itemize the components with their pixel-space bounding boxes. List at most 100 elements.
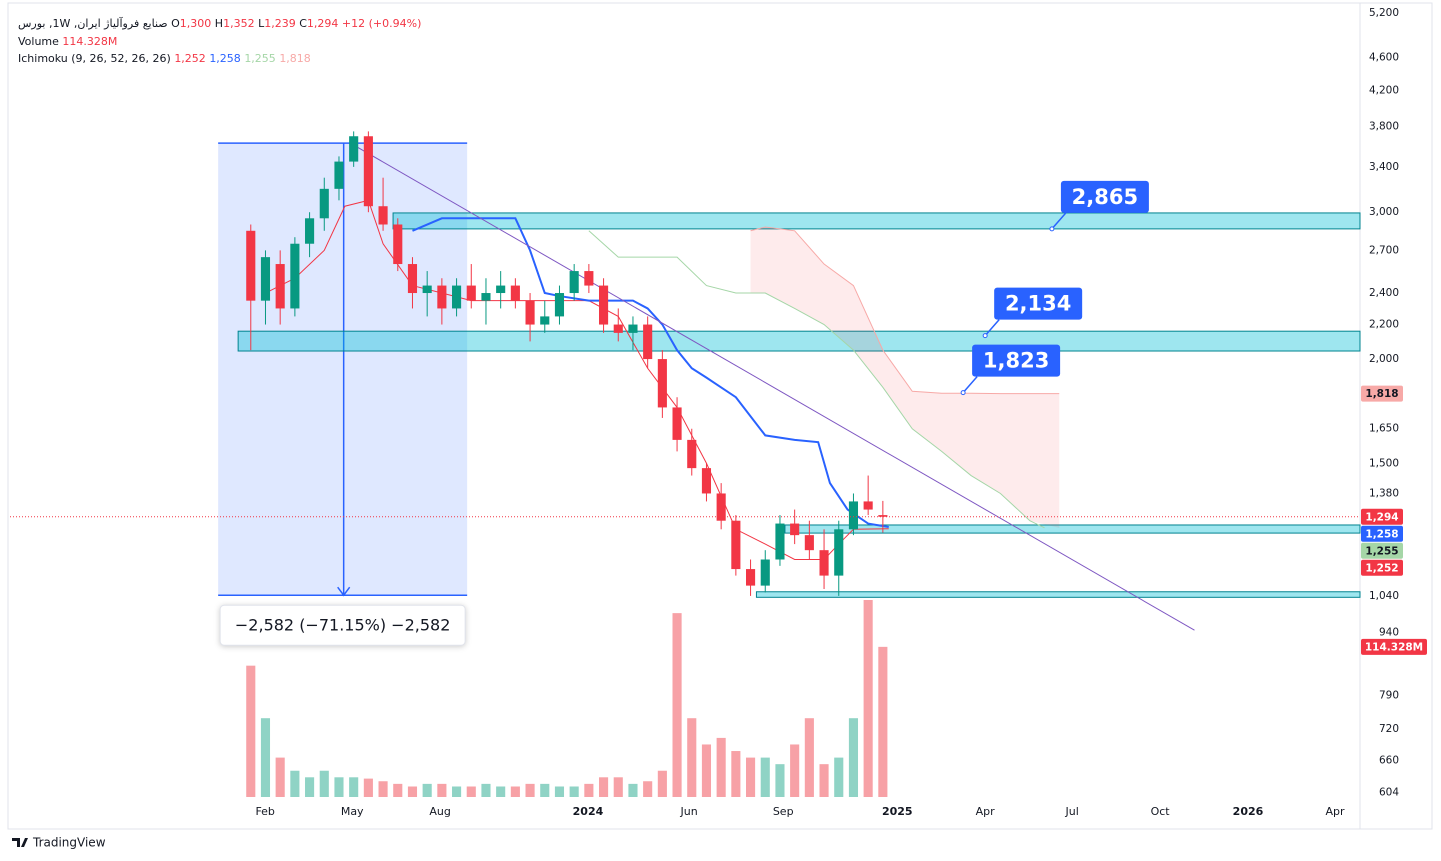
y-tick-label: 2,400 xyxy=(1369,287,1399,299)
legend-row: Ichimoku (9, 26, 52, 26, 26) 1,252 1,258… xyxy=(18,50,421,68)
callout-box xyxy=(972,344,1061,377)
volume-bar xyxy=(260,718,271,797)
price-badge xyxy=(1361,525,1403,542)
callout-box xyxy=(1060,180,1149,213)
candle-body xyxy=(275,264,285,309)
y-tick-label: 4,200 xyxy=(1369,84,1399,96)
volume-bar xyxy=(422,783,432,797)
trendline xyxy=(351,143,1195,631)
candle-body xyxy=(349,136,359,162)
callout-pointer xyxy=(962,376,978,394)
x-tick-label: Oct xyxy=(1151,805,1171,818)
price-badge xyxy=(1361,508,1403,525)
candle-body xyxy=(496,285,506,294)
volume-bar xyxy=(760,757,770,797)
candle-body xyxy=(613,324,623,333)
y-tick-label: 4,600 xyxy=(1369,51,1399,63)
y-tick-label: 720 xyxy=(1379,723,1399,735)
volume-bar xyxy=(305,777,315,797)
indicator-line xyxy=(588,230,1045,529)
candle-body xyxy=(687,439,697,469)
ohlc-key: L xyxy=(258,17,265,30)
indicator-line xyxy=(412,217,889,528)
x-tick-label: Apr xyxy=(976,805,996,818)
y-tick-label: 940 xyxy=(1379,627,1399,639)
zone xyxy=(237,330,1361,352)
candle-body xyxy=(746,569,756,586)
candle-body xyxy=(378,206,388,225)
callout-label: 2,865 xyxy=(1072,185,1138,209)
volume-bar xyxy=(790,744,800,797)
candle-body xyxy=(466,285,476,301)
volume-bar xyxy=(643,781,653,797)
callout-anchor xyxy=(1049,226,1055,232)
logo-icon xyxy=(12,838,28,847)
candle-body xyxy=(437,285,447,309)
volume-bar xyxy=(246,665,256,797)
candle-body xyxy=(848,501,859,530)
volume-bar xyxy=(599,777,609,797)
y-tick-label: 2,000 xyxy=(1369,353,1399,365)
measure-label-box xyxy=(219,604,466,646)
zone xyxy=(392,212,1361,230)
volume-bar xyxy=(657,770,667,797)
zone xyxy=(784,524,1361,534)
symbol-title: صنایع فروآلیاژ ایران, 1W, بورس xyxy=(18,17,168,30)
candle-body xyxy=(834,529,844,576)
x-tick-label: Feb xyxy=(255,805,274,818)
measure-area xyxy=(218,143,468,596)
ohlc: O1,300 H1,352 L1,239 C1,294 xyxy=(171,17,342,30)
volume-bar xyxy=(349,777,359,797)
volume-bar xyxy=(731,751,741,797)
candle-body xyxy=(775,523,785,560)
volume-bar xyxy=(334,777,344,797)
indicator-value: 1,258 xyxy=(209,52,241,65)
x-tick-label: Sep xyxy=(773,805,794,818)
y-tick-label: 2,200 xyxy=(1369,319,1399,331)
candle-body xyxy=(363,136,373,207)
volume-bar xyxy=(275,757,285,797)
volume-bar xyxy=(496,786,506,797)
candle-body xyxy=(657,359,667,408)
indicator-value: 1,818 xyxy=(279,52,311,65)
candle-body xyxy=(790,523,800,536)
ohlc-key: O xyxy=(171,17,180,30)
candle-body xyxy=(319,188,329,219)
volume-bar xyxy=(554,786,565,797)
x-tick-label: Apr xyxy=(1325,805,1345,818)
volume-bar xyxy=(701,744,712,797)
volume-bar xyxy=(834,757,844,797)
volume-bar xyxy=(525,783,535,797)
ohlc-value: 1,294 xyxy=(306,17,339,30)
callout-pointer xyxy=(984,319,1000,337)
logo: TradingView xyxy=(12,836,106,850)
volume-bar xyxy=(393,783,403,797)
candle-body xyxy=(863,501,873,510)
ohlc-value: 1,352 xyxy=(223,17,255,30)
y-tick-label: 1,380 xyxy=(1369,487,1399,499)
y-tick-label: 1,650 xyxy=(1369,423,1399,435)
cloud-fill xyxy=(750,226,1060,528)
branding: TradingView xyxy=(32,836,106,850)
volume-bar xyxy=(363,778,373,797)
x-tick-label: May xyxy=(341,805,364,818)
volume-value: 114.328M xyxy=(62,34,118,48)
candle-body xyxy=(599,285,609,325)
candle-body xyxy=(760,559,770,586)
legend-row: صنایع فروآلیاژ ایران, 1W, بورس O1,300 H1… xyxy=(18,15,421,33)
ohlc-value: 1,239 xyxy=(264,17,296,30)
volume-bar xyxy=(452,786,462,797)
candle-body xyxy=(643,324,653,360)
price-badge xyxy=(1361,542,1403,559)
volume-name: Volume xyxy=(18,34,59,48)
x-tick-label: Aug xyxy=(429,805,450,818)
candle-body xyxy=(731,520,741,570)
callout-pointer xyxy=(1051,212,1067,230)
callout-anchor xyxy=(982,333,988,339)
volume-bar xyxy=(628,783,638,797)
price-badge xyxy=(1361,559,1403,576)
legend-row: Volume 114.328M xyxy=(18,33,421,51)
candle-body xyxy=(407,264,418,294)
